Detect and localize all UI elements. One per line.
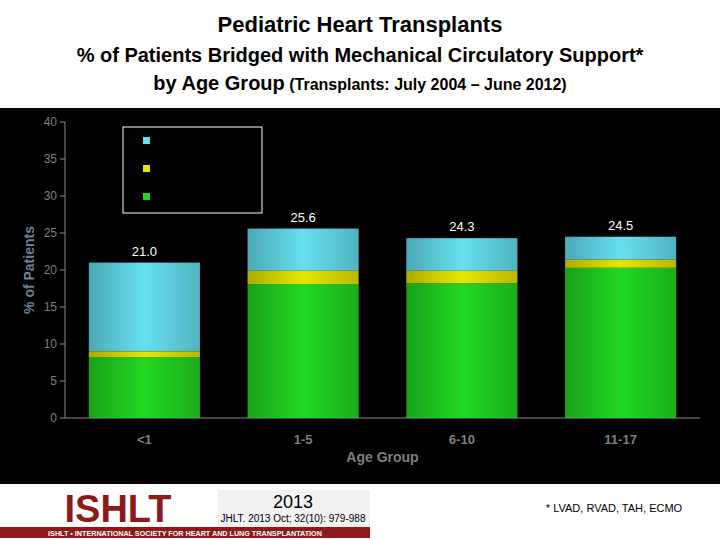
y-tick-label: 35 — [44, 152, 58, 166]
x-tick-label: 6-10 — [449, 432, 475, 447]
bar-segment — [248, 271, 359, 284]
bar-segment — [89, 263, 200, 352]
total-label: 21.0 — [132, 244, 157, 259]
subtitle: % of Patients Bridged with Mechanical Ci… — [77, 44, 644, 66]
year-box — [218, 490, 370, 527]
y-tick — [60, 233, 65, 234]
legend-box — [123, 127, 262, 213]
x-tick-label: <1 — [137, 432, 152, 447]
total-label: 25.6 — [290, 210, 315, 225]
total-label: 24.5 — [608, 218, 633, 233]
x-axis-label: Age Group — [346, 449, 418, 465]
footnote: * LVAD, RVAD, TAH, ECMO — [546, 502, 683, 514]
bar-segment — [248, 284, 359, 418]
y-tick — [60, 270, 65, 271]
chart-svg: Pediatric Heart Transplants % of Patients… — [0, 0, 720, 540]
bar-segment — [248, 229, 359, 271]
citation: JHLT. 2013 Oct; 32(10): 979-988 — [221, 513, 366, 524]
bar-segment — [89, 357, 200, 418]
legend-marker — [143, 137, 150, 144]
logo-band — [0, 527, 370, 538]
chart-background — [0, 108, 720, 484]
year: 2013 — [273, 492, 313, 512]
footer: ISHLTISHLT • INTERNATIONAL SOCIETY FOR H… — [0, 484, 720, 540]
x-tick-label: 1-5 — [294, 432, 313, 447]
subtitle: by Age Group — [153, 72, 284, 94]
legend — [123, 127, 262, 213]
bar-segment — [565, 268, 676, 418]
y-tick-label: 40 — [44, 115, 58, 129]
y-tick — [60, 381, 65, 382]
y-tick — [60, 159, 65, 160]
subtitle-line: by Age Group (Transplants: July 2004 – J… — [153, 72, 566, 94]
y-tick-label: 20 — [44, 263, 58, 277]
y-axis: 0 5 10 15 20 25 30 35 40 — [44, 115, 700, 425]
subtitle-note: (Transplants: July 2004 – June 2012) — [285, 76, 567, 93]
x-tick-label: 11-17 — [604, 432, 637, 447]
bar-segment — [406, 271, 517, 284]
y-tick-label: 10 — [44, 337, 58, 351]
bar-segment — [565, 260, 676, 268]
slide: Pediatric Heart Transplants % of Patients… — [0, 0, 720, 540]
y-tick-label: 15 — [44, 300, 58, 314]
y-tick-label: 30 — [44, 189, 58, 203]
bars — [89, 229, 676, 418]
y-tick-label: 0 — [50, 411, 57, 425]
y-tick — [60, 122, 65, 123]
total-label: 24.3 — [449, 219, 474, 234]
background — [0, 0, 720, 540]
y-tick — [60, 307, 65, 308]
y-tick — [60, 196, 65, 197]
y-tick — [60, 344, 65, 345]
y-tick-label: 25 — [44, 226, 58, 240]
logo-subtitle: ISHLT • INTERNATIONAL SOCIETY FOR HEART … — [48, 529, 322, 538]
footer-background — [0, 484, 720, 540]
bar-segment — [565, 237, 676, 260]
y-tick — [60, 418, 65, 419]
bar-segment — [89, 351, 200, 357]
bar-segment — [406, 283, 517, 418]
y-axis-label: % of Patients — [21, 226, 37, 314]
logo: ISHLT — [65, 488, 172, 530]
title: Pediatric Heart Transplants — [218, 12, 503, 37]
bar-segment — [406, 238, 517, 271]
legend-marker — [143, 193, 150, 200]
legend-marker — [143, 165, 150, 172]
y-tick-label: 5 — [50, 374, 57, 388]
